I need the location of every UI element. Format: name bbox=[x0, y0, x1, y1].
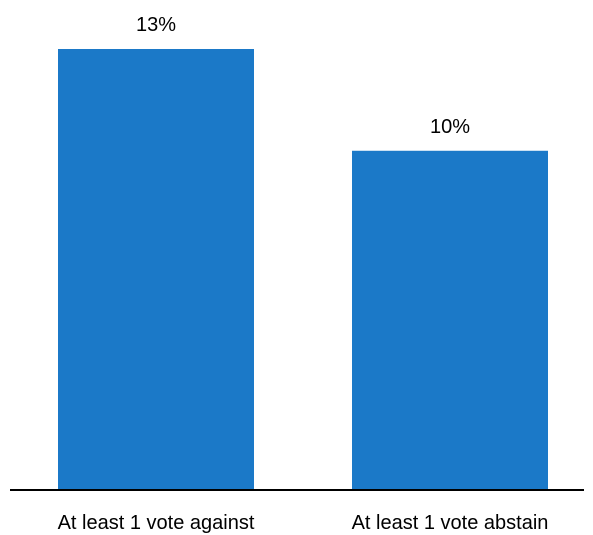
category-label-2: At least 1 vote abstain bbox=[352, 512, 549, 534]
bars-group bbox=[58, 49, 548, 490]
value-labels-group: 13% 10% bbox=[136, 14, 470, 138]
category-label-1: At least 1 vote against bbox=[58, 512, 255, 534]
bar-2 bbox=[352, 150, 548, 490]
bar-1 bbox=[58, 49, 254, 490]
data-label-2: 10% bbox=[430, 116, 470, 138]
data-label-1: 13% bbox=[136, 14, 176, 36]
category-labels-group: At least 1 vote against At least 1 vote a… bbox=[58, 512, 549, 534]
